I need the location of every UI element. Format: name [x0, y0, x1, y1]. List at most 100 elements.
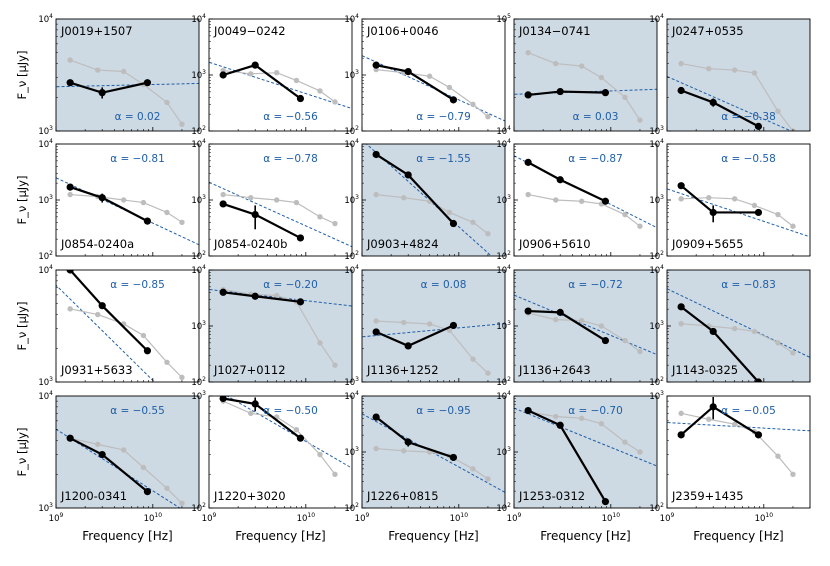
- data-point: [143, 217, 152, 225]
- reference-point: [332, 362, 338, 368]
- reference-point: [248, 194, 254, 201]
- reference-point: [470, 219, 476, 225]
- data-point: [524, 158, 532, 166]
- y-tick-label: 102: [496, 250, 511, 262]
- alpha-label: α = 0.02: [115, 111, 161, 123]
- panel-name: J0247+0535: [671, 24, 744, 38]
- panel-J0854-0240a: 102 103 104 J0854-0240a α = −0.81 F_ν [μJy]: [15, 138, 200, 262]
- plot-area: [209, 286, 352, 368]
- reference-point: [401, 448, 407, 454]
- reference-line: [376, 448, 489, 480]
- reference-point: [164, 485, 170, 491]
- data-point: [372, 61, 380, 69]
- reference-line: [528, 411, 641, 453]
- panel-name: J1226+0815: [366, 489, 439, 503]
- y-tick-exponent: 4: [660, 13, 664, 20]
- plot-area: [362, 318, 505, 376]
- data-point: [709, 403, 717, 411]
- data-point: [251, 400, 259, 408]
- y-tick-exponent: 2: [355, 250, 359, 257]
- data-point: [98, 450, 106, 459]
- plot-area: [362, 413, 505, 493]
- reference-point: [775, 340, 781, 346]
- alpha-label: α = −0.81: [110, 153, 165, 165]
- reference-point: [578, 63, 585, 69]
- plot-area: [667, 60, 796, 131]
- y-tick-label: 103: [649, 194, 664, 206]
- x-tick-label: 109: [507, 512, 522, 524]
- panel-J1136+2643: 102 103 104 J1136+2643 α = −0.72: [496, 264, 658, 388]
- y-tick-exponent: 2: [660, 376, 664, 383]
- y-tick-label: 104: [344, 264, 359, 276]
- data-point: [677, 431, 685, 439]
- y-tick-label: 102: [191, 502, 206, 514]
- y-tick-label: 102: [649, 502, 664, 514]
- reference-point: [598, 323, 605, 329]
- y-tick-exponent: 4: [202, 13, 206, 20]
- y-tick-label: 103: [191, 320, 206, 332]
- panel-frame: [666, 18, 811, 132]
- reference-point: [317, 340, 323, 346]
- reference-point: [120, 447, 127, 453]
- reference-point: [220, 191, 226, 198]
- data-point: [601, 197, 610, 205]
- alpha-label: α = −1.55: [416, 153, 471, 165]
- y-tick-label: 103: [344, 446, 359, 458]
- reference-point: [293, 77, 300, 84]
- y-tick-exponent: 4: [507, 125, 511, 132]
- panel-background: [209, 396, 352, 508]
- y-tick-exponent: 4: [49, 13, 53, 20]
- reference-point: [95, 67, 101, 73]
- y-tick-exponent: 4: [355, 13, 359, 20]
- fit-line: [667, 422, 810, 432]
- y-tick-label: 102: [649, 376, 664, 388]
- panel-J0909+5655: 102 103 104 J0909+5655 α = −0.58: [649, 138, 811, 262]
- panel-frame: [361, 269, 506, 383]
- reference-point: [775, 453, 781, 459]
- reference-point: [678, 196, 684, 202]
- y-tick-exponent: 3: [49, 502, 53, 509]
- fit-line: [56, 82, 199, 88]
- reference-line: [681, 197, 794, 227]
- alpha-label: α = −0.58: [721, 153, 776, 165]
- reference-point: [553, 197, 559, 203]
- reference-point: [179, 219, 185, 225]
- y-tick-exponent: 3: [49, 376, 53, 383]
- x-tick-exponent: 10: [612, 512, 620, 519]
- y-tick-exponent: 3: [355, 446, 359, 453]
- y-tick-exponent: 3: [355, 194, 359, 201]
- y-tick-exponent: 5: [507, 13, 511, 20]
- plot-area: [209, 61, 352, 110]
- y-tick-label: 103: [38, 376, 53, 388]
- reference-point: [485, 370, 491, 376]
- panel-name: J0909+5655: [671, 237, 744, 251]
- reference-point: [67, 57, 73, 63]
- y-tick-exponent: 4: [49, 390, 53, 397]
- y-tick-label: 103: [344, 376, 359, 388]
- panel-background: [56, 396, 199, 508]
- x-tick-exponent: 10: [460, 512, 468, 519]
- y-tick-label: 104: [344, 138, 359, 150]
- data-point: [754, 431, 763, 439]
- y-axis-label: F_ν [μJy]: [15, 51, 29, 100]
- data-point: [601, 498, 610, 506]
- reference-point: [775, 211, 781, 218]
- reference-point: [273, 292, 280, 299]
- y-tick-exponent: 3: [355, 376, 359, 383]
- reference-point: [67, 191, 73, 198]
- y-tick-exponent: 3: [660, 320, 664, 327]
- alpha-label: α = −0.05: [721, 405, 776, 417]
- reference-line: [223, 69, 336, 103]
- panel-background: [667, 270, 810, 382]
- data-point: [556, 87, 564, 96]
- y-tick-label: 103: [38, 502, 53, 514]
- reference-point: [95, 311, 101, 318]
- reference-line: [376, 193, 489, 235]
- y-tick-label: 102: [38, 250, 53, 262]
- panel-background: [209, 19, 352, 131]
- y-tick-label: 103: [649, 320, 664, 332]
- x-tick-label: 1010: [144, 512, 163, 524]
- y-tick-exponent: 3: [507, 194, 511, 201]
